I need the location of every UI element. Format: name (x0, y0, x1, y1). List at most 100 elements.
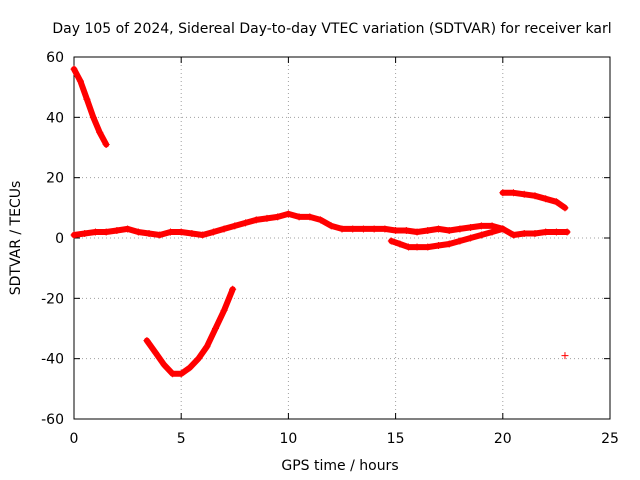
data-point (338, 225, 346, 233)
data-point (203, 343, 211, 351)
data-point (306, 213, 314, 221)
x-tick-label: 0 (70, 431, 79, 447)
data-point (542, 228, 550, 236)
data-point (134, 228, 142, 236)
data-point (381, 225, 389, 233)
data-point (231, 222, 239, 230)
series-late-dip (387, 225, 507, 251)
series-main-track (70, 210, 571, 239)
data-point (91, 228, 99, 236)
data-point (552, 198, 560, 206)
data-point (561, 204, 569, 212)
data-point (370, 225, 378, 233)
data-point (434, 225, 442, 233)
data-point (70, 231, 78, 239)
data-point (456, 237, 464, 245)
data-point (445, 240, 453, 248)
data-point (252, 216, 260, 224)
data-point (413, 228, 421, 236)
y-axis-label: SDTVAR / TECUs (8, 181, 24, 296)
data-point (166, 228, 174, 236)
data-point (404, 243, 412, 251)
data-point (145, 229, 153, 237)
data-point (199, 231, 207, 239)
y-tick-label: 20 (46, 171, 64, 187)
data-points (70, 65, 571, 378)
data-point (520, 190, 528, 198)
data-point (96, 128, 104, 136)
data-point (349, 225, 357, 233)
data-point (89, 113, 97, 121)
data-point (284, 210, 292, 218)
data-point (424, 226, 432, 234)
x-tick-label: 5 (177, 431, 186, 447)
data-point (488, 222, 496, 230)
x-axis-label: GPS time / hours (281, 458, 398, 474)
data-point (531, 229, 539, 237)
series-band (143, 286, 236, 377)
data-point (499, 189, 507, 197)
data-point (327, 222, 335, 230)
y-tick-label: 0 (55, 231, 64, 247)
data-point (81, 229, 89, 237)
data-point (76, 77, 84, 85)
data-point (434, 242, 442, 250)
data-point (542, 195, 550, 203)
data-point (467, 234, 475, 242)
series-early-descent (70, 65, 110, 148)
data-point (263, 214, 271, 222)
data-point (113, 226, 121, 234)
data-point (520, 229, 528, 237)
data-point (402, 226, 410, 234)
x-tick-label: 15 (387, 431, 405, 447)
data-point (188, 229, 196, 237)
data-point (209, 228, 217, 236)
data-point (220, 225, 228, 233)
data-point (531, 192, 539, 200)
data-point (177, 370, 185, 378)
data-point (396, 240, 404, 248)
y-tick-label: 60 (46, 50, 64, 66)
data-point (186, 364, 194, 372)
data-point (229, 285, 237, 293)
data-point (477, 222, 485, 230)
data-point (102, 140, 110, 148)
data-point (510, 189, 518, 197)
y-axis-ticks: 60 40 20 0 -20 -40 -60 (41, 50, 610, 428)
data-point (317, 216, 325, 224)
data-point (424, 243, 432, 251)
data-point (220, 306, 228, 314)
data-point (124, 225, 132, 233)
data-point (143, 337, 151, 345)
y-tick-label: -40 (41, 352, 64, 368)
data-point (169, 370, 177, 378)
y-tick-label: -60 (41, 412, 64, 428)
series-band (71, 66, 110, 148)
data-point (160, 361, 168, 369)
data-point (488, 228, 496, 236)
series-late-high (499, 189, 569, 212)
data-point (499, 225, 507, 233)
series-band (499, 189, 568, 211)
grid (74, 57, 610, 419)
x-tick-label: 10 (279, 431, 297, 447)
series-outlier (561, 352, 569, 360)
x-axis-ticks: 0 5 10 15 20 25 (70, 57, 619, 447)
data-point (151, 349, 159, 357)
data-point (102, 228, 110, 236)
data-point (477, 231, 485, 239)
data-point (177, 228, 185, 236)
data-point (445, 226, 453, 234)
series-dip-curve (143, 285, 237, 378)
data-point (359, 225, 367, 233)
data-point (510, 231, 518, 239)
data-point (274, 213, 282, 221)
x-tick-label: 25 (601, 431, 619, 447)
data-point (194, 355, 202, 363)
data-point (212, 325, 220, 332)
data-point (456, 225, 464, 233)
data-point (552, 228, 560, 236)
data-point (242, 219, 250, 227)
y-tick-label: 40 (46, 110, 64, 126)
